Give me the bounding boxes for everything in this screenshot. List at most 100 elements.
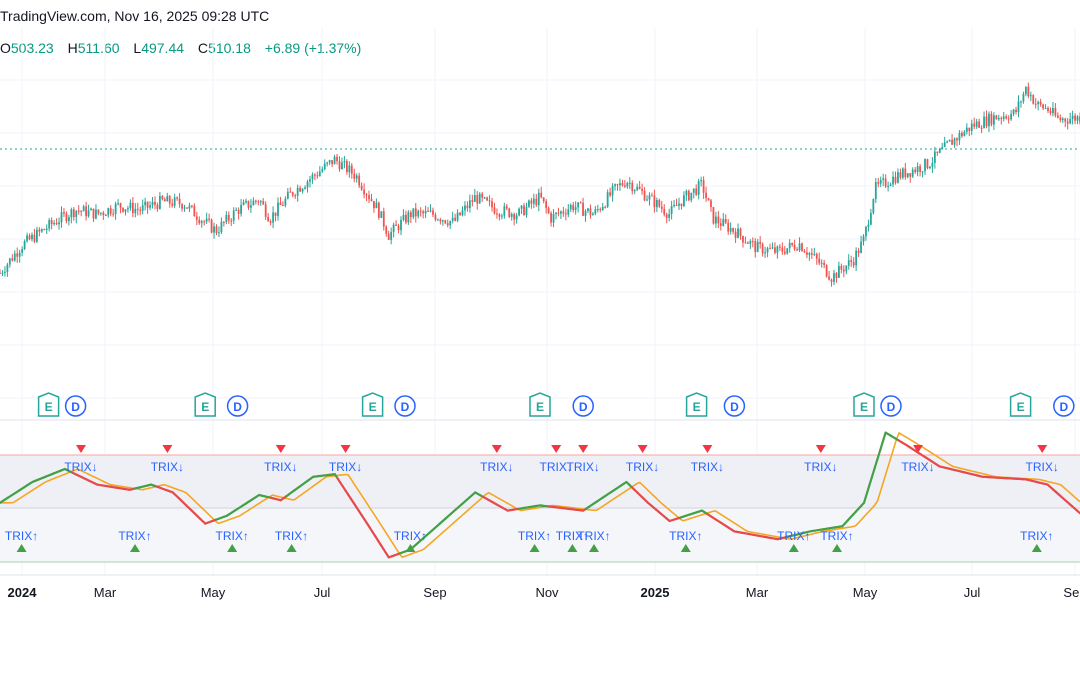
candle-body	[193, 205, 196, 217]
candle-body	[318, 171, 321, 177]
change-value: +6.89 (+1.37%)	[264, 40, 362, 56]
candle-body	[53, 222, 56, 225]
candle-body	[535, 198, 538, 206]
trix-segment	[862, 492, 868, 504]
low-value: 497.44	[141, 40, 185, 56]
candle-body	[626, 183, 629, 187]
candle-body	[213, 226, 215, 233]
candle-body	[1005, 116, 1008, 119]
candle-body	[375, 202, 378, 209]
candle-body	[1071, 115, 1074, 119]
candle-body	[616, 184, 619, 186]
candle-body	[240, 204, 242, 214]
candle-body	[156, 204, 159, 209]
x-tick-label: May	[853, 585, 878, 600]
candle-body	[387, 233, 390, 240]
candle-body	[589, 208, 592, 216]
candle-body	[171, 203, 174, 206]
candle-body	[542, 197, 545, 202]
candle-body	[633, 190, 636, 192]
candle-body	[648, 195, 651, 200]
buy-signal-label: TRIX↑	[1020, 529, 1053, 543]
candle-body	[274, 212, 277, 216]
candle-body	[326, 162, 329, 164]
candle-body	[892, 176, 894, 185]
candle-body	[660, 206, 663, 209]
candle-body	[392, 224, 395, 232]
buy-signal-arrow	[16, 544, 27, 552]
candle-body	[321, 169, 324, 172]
buy-signal-label: TRIX↑	[777, 529, 810, 543]
candle-body	[104, 215, 107, 217]
sell-signal-label: TRIX↓	[64, 460, 97, 474]
candle-body	[956, 138, 958, 141]
buy-signal-label: TRIX↑	[5, 529, 38, 543]
candle-body	[173, 197, 176, 206]
candle-body	[1029, 95, 1032, 97]
candle-body	[683, 195, 685, 206]
candle-body	[707, 198, 710, 201]
sell-signal-label: TRIX↓	[626, 460, 659, 474]
trix-lower-band	[0, 508, 1080, 562]
candle-body	[759, 241, 762, 244]
candle-body	[360, 185, 363, 190]
candle-body	[641, 188, 643, 191]
candle-body	[434, 214, 437, 220]
candle-body	[444, 220, 447, 224]
candle-body	[803, 251, 806, 253]
candle-body	[761, 243, 764, 254]
candle-body	[943, 142, 946, 148]
candle-body	[232, 210, 235, 221]
candle-body	[208, 218, 211, 220]
candle-body	[970, 123, 973, 131]
candle-body	[313, 174, 316, 176]
candle-body	[975, 121, 978, 127]
sell-signal-label: TRIX↓	[804, 460, 837, 474]
candle-body	[806, 252, 808, 255]
candle-body	[225, 214, 228, 223]
candle-body	[331, 160, 334, 165]
buy-signal-arrow	[405, 544, 416, 552]
candle-body	[23, 241, 26, 250]
earnings-letter: E	[1017, 400, 1025, 414]
candle-body	[835, 273, 838, 278]
candle-body	[653, 195, 656, 208]
candle-body	[6, 264, 9, 272]
candle-body	[850, 260, 853, 263]
candle-body	[515, 215, 518, 220]
dividend-badge	[723, 395, 746, 417]
candle-body	[712, 207, 715, 224]
earnings-marker: E	[194, 392, 216, 417]
candle-body	[518, 208, 520, 216]
sell-signal-arrow	[1037, 445, 1048, 453]
candle-body	[692, 188, 695, 193]
candle-body	[449, 220, 452, 226]
candle-body	[417, 210, 420, 217]
dividend-marker: D	[880, 395, 902, 417]
candle-body	[483, 197, 486, 199]
candle-body	[13, 253, 16, 261]
candle-body	[965, 127, 968, 132]
candle-body	[973, 123, 976, 127]
candle-body	[309, 179, 311, 182]
candle-body	[788, 242, 791, 249]
candle-body	[461, 210, 464, 216]
candle-body	[1061, 118, 1064, 121]
candle-body	[921, 171, 924, 173]
dividend-badge	[572, 395, 594, 417]
candle-body	[424, 210, 427, 214]
candle-body	[958, 132, 961, 141]
candle-body	[722, 219, 725, 226]
candle-body	[1059, 117, 1062, 121]
candle-body	[577, 202, 580, 208]
candle-body	[250, 205, 252, 208]
candle-body	[491, 201, 493, 208]
candle-body	[146, 201, 149, 208]
candle-body	[90, 208, 92, 211]
candle-body	[988, 113, 990, 127]
dividend-marker: D	[723, 395, 746, 417]
candle-body	[951, 139, 953, 145]
candle-body	[267, 216, 270, 222]
candle-body	[801, 243, 803, 252]
